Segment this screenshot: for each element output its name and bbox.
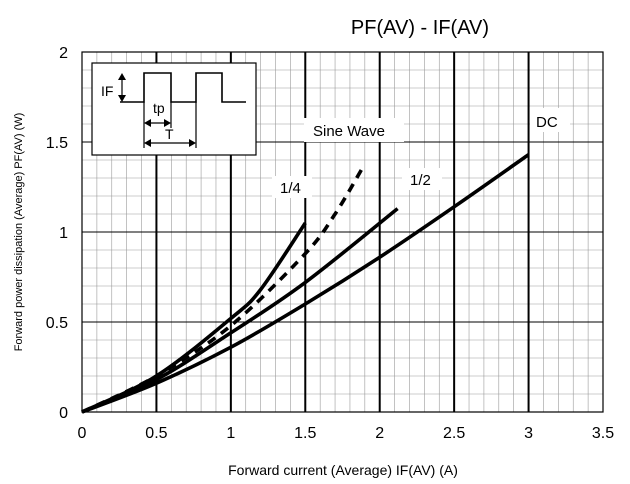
label-bg-dc <box>530 108 570 132</box>
curve-half <box>81 207 399 414</box>
tp-arrow-head-right <box>164 119 171 127</box>
plot-frame <box>81 51 604 413</box>
x-tick-label: 1 <box>226 425 235 442</box>
inset-frame <box>91 62 257 156</box>
inset-tp-label: tp <box>153 100 165 116</box>
y-tick-label: 1.5 <box>46 135 68 152</box>
x-tick-label: 0.5 <box>145 425 167 442</box>
t-arrow-head-right <box>189 139 196 147</box>
x-tick-label: 3 <box>524 425 533 442</box>
tp-arrow-head-left <box>144 119 151 127</box>
y-tick-label: 1 <box>59 225 68 242</box>
label-quarter: 1/4 <box>280 180 301 197</box>
label-bg-quarter <box>272 176 312 198</box>
label-bg-half <box>402 168 442 190</box>
if-arrow-head-up <box>118 73 126 80</box>
x-tick-label: 2 <box>375 425 384 442</box>
y-axis-label: Forward power dissipation (Average) PF(A… <box>13 113 25 352</box>
inset-if-label: IF <box>101 83 113 99</box>
x-axis-label: Forward current (Average) IF(AV) (A) <box>228 462 458 478</box>
x-tick-label: 0 <box>78 425 87 442</box>
curve-dc <box>81 153 530 414</box>
y-tick-label: 2 <box>59 45 68 62</box>
t-arrow-head-left <box>144 139 151 147</box>
label-dc: DC <box>536 114 558 131</box>
x-tick-label: 2.5 <box>443 425 465 442</box>
y-tick-label: 0.5 <box>46 315 68 332</box>
x-tick-label: 3.5 <box>592 425 614 442</box>
curves <box>81 153 530 414</box>
waveform-inset: IF tp T <box>91 62 257 156</box>
pulse-waveform <box>120 72 246 103</box>
inset-t-label: T <box>165 126 174 142</box>
curve-sine-wave <box>81 168 364 414</box>
chart-title: PF(AV) - IF(AV) <box>351 17 489 39</box>
y-tick-label: 0 <box>59 405 68 422</box>
label-bg-sine <box>304 118 404 142</box>
label-sine-wave: Sine Wave <box>313 123 385 140</box>
x-tick-labels: 0 0.5 1 1.5 2 2.5 3 3.5 <box>78 425 615 442</box>
y-tick-labels: 0 0.5 1 1.5 2 <box>46 45 68 422</box>
x-tick-label: 1.5 <box>294 425 316 442</box>
label-half: 1/2 <box>410 172 431 189</box>
if-arrow-head-down <box>118 95 126 102</box>
